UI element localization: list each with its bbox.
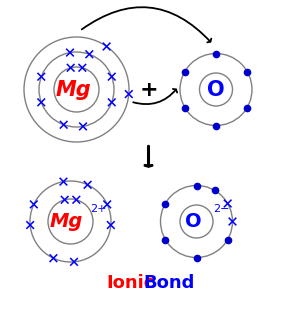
Text: 2−: 2− (213, 204, 230, 214)
Text: Ionic: Ionic (106, 274, 155, 292)
Text: Bond: Bond (144, 274, 195, 292)
Text: 2+: 2+ (90, 204, 106, 214)
Text: Mg: Mg (49, 212, 83, 231)
Text: Mg: Mg (56, 79, 92, 100)
Text: O: O (207, 79, 225, 100)
Text: O: O (185, 212, 202, 231)
Text: +: + (139, 79, 158, 100)
